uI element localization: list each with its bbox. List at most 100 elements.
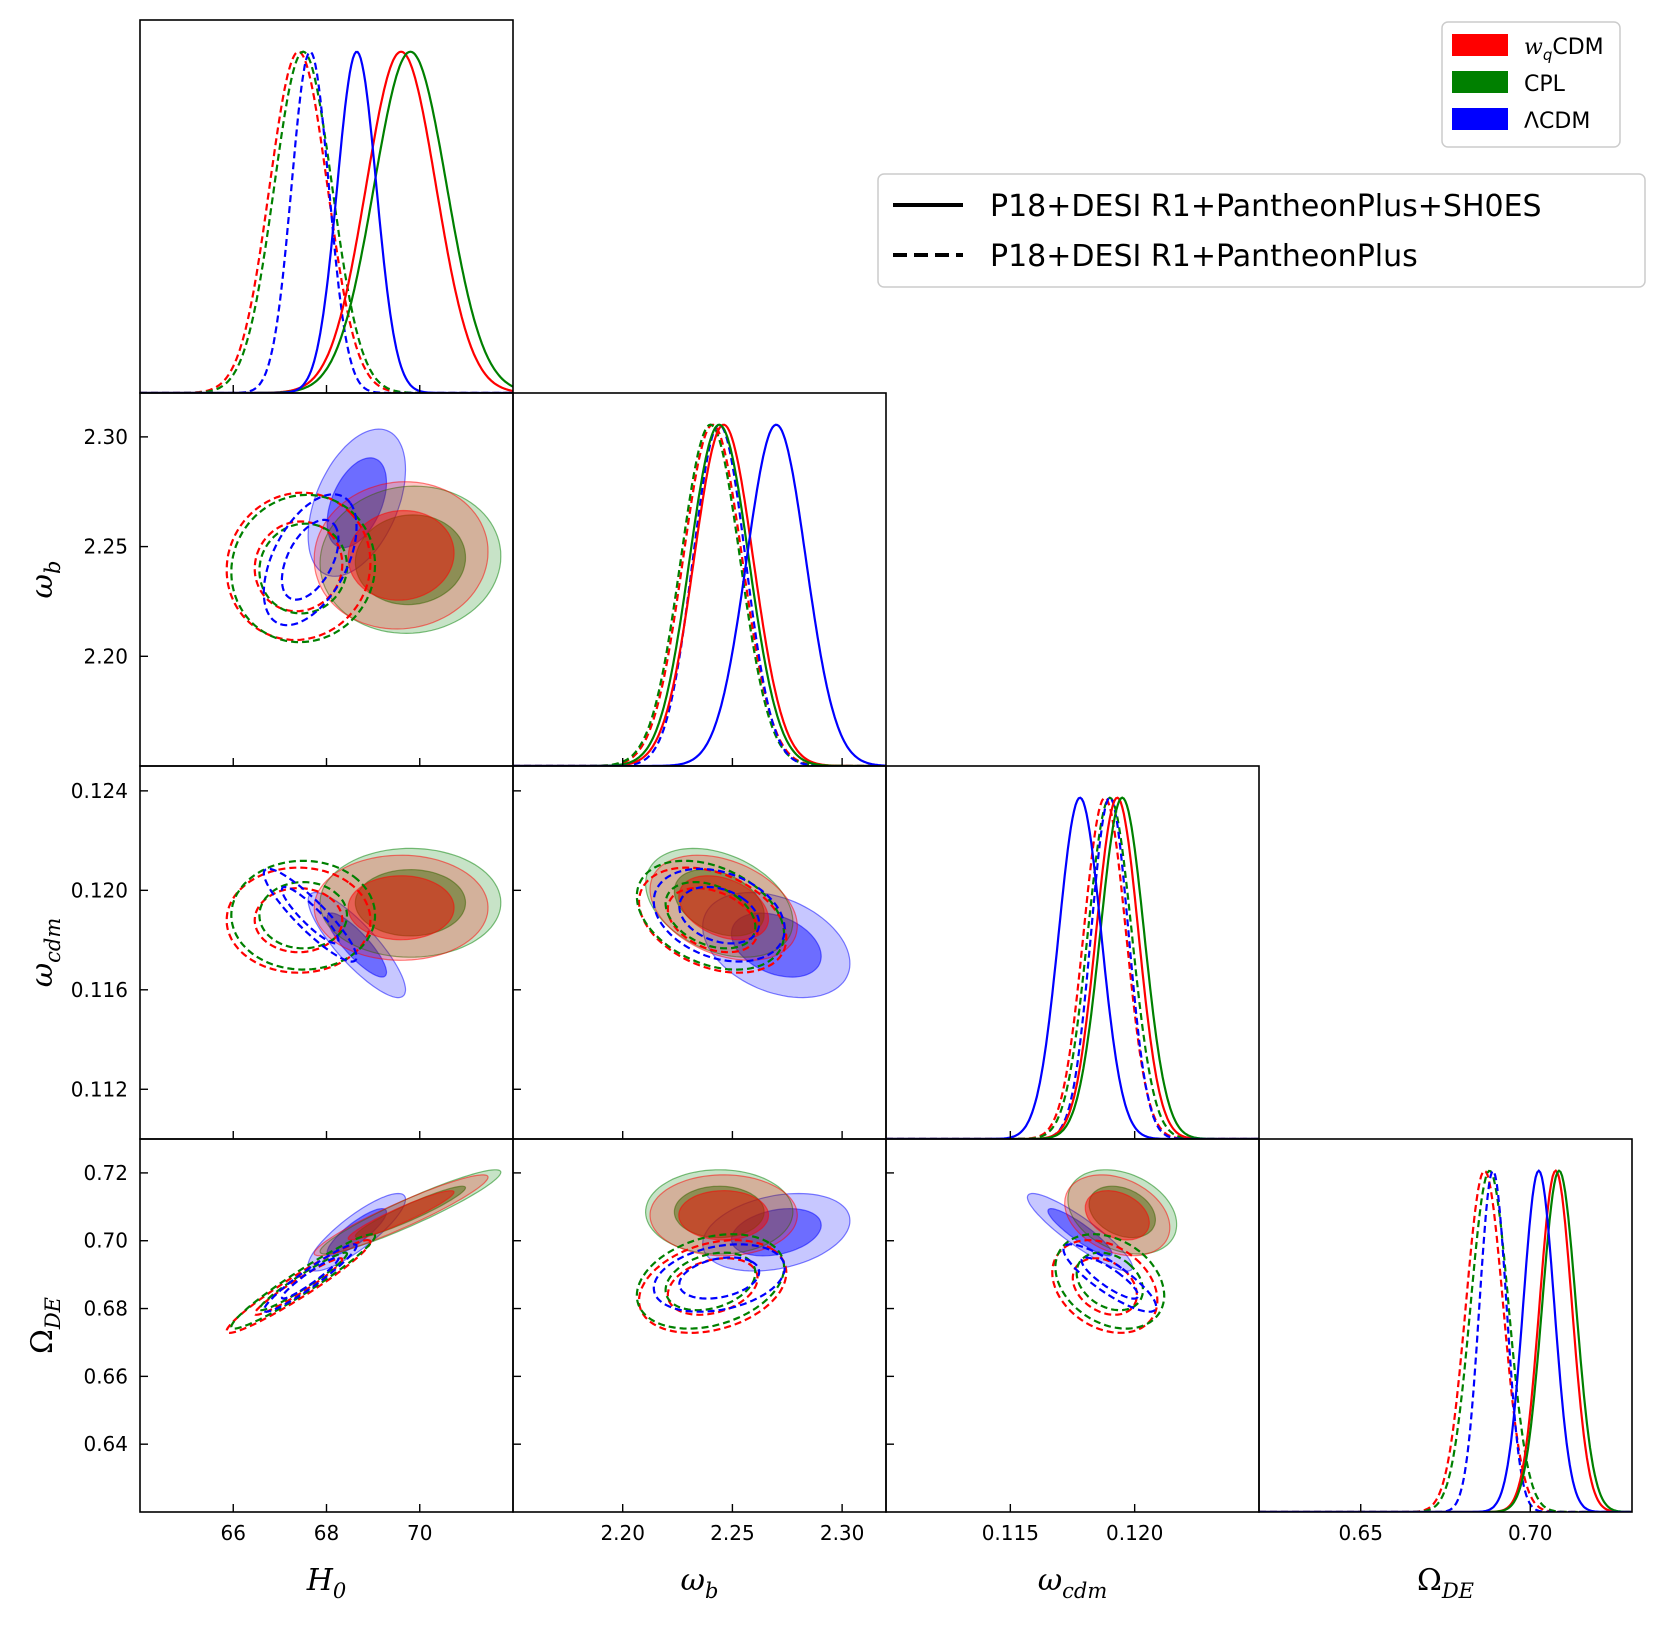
contour-omega_cdm-Omega_DE-CPL-solid-68 <box>1088 1185 1156 1239</box>
y-tick-label: 2.25 <box>83 535 128 559</box>
x-axis-title-Omega_DE: ΩDE <box>1417 1563 1474 1603</box>
panel-omega_cdm-Omega_DE <box>885 1138 1260 1513</box>
y-axis-title-omega_b: ωb <box>25 561 65 599</box>
panel-H0-Omega_DE <box>139 1138 514 1513</box>
contour-omega_b-Omega_DE-CPL-dashed-95 <box>635 1233 786 1330</box>
y-tick-label: 0.72 <box>83 1161 128 1185</box>
x-axis-title-omega_b: ωb <box>681 1563 719 1603</box>
contour-H0-omega_b-wqCDM-dashed-68 <box>253 520 344 613</box>
panel-omega_b-omega_cdm <box>512 765 887 1140</box>
contour-omega_cdm-Omega_DE-ΛCDM-dashed-68 <box>1080 1256 1140 1300</box>
contour-omega_b-Omega_DE-wqCDM-dashed-95 <box>637 1238 788 1335</box>
contour-omega_cdm-Omega_DE-CPL-dashed-95 <box>1054 1233 1166 1330</box>
marginal-Omega_DE-CPL-dashed <box>1259 1169 1632 1512</box>
y-tick-label: 0.70 <box>83 1229 128 1253</box>
panel-frame <box>512 392 887 767</box>
contour-H0-omega_cdm-CPL-dashed-95 <box>230 859 377 971</box>
contour-H0-Omega_DE-wqCDM-solid-68 <box>347 1190 455 1241</box>
x-axis-title-omega_cdm: ωcdm <box>1038 1563 1108 1603</box>
marginal-omega_cdm-ΛCDM-solid <box>886 796 1259 1139</box>
marginal-omega_b-CPL-dashed <box>513 423 886 766</box>
y-tick-label: 0.124 <box>71 779 128 803</box>
contour-omega_b-omega_cdm-ΛCDM-dashed-95 <box>652 867 786 963</box>
marginal-Omega_DE-ΛCDM-solid <box>1259 1169 1632 1512</box>
contour-omega_cdm-Omega_DE-CPL-dashed-68 <box>1075 1251 1144 1312</box>
marginal-H0-CPL-dashed <box>140 50 513 393</box>
marginal-omega_b-wqCDM-dashed <box>513 423 886 766</box>
marginal-Omega_DE-wqCDM-solid <box>1259 1169 1632 1512</box>
contour-H0-omega_b-ΛCDM-dashed-95 <box>262 493 358 627</box>
panels-layer <box>139 19 1633 1513</box>
y-tick-label: 0.116 <box>71 978 128 1002</box>
contour-H0-Omega_DE-CPL-dashed-68 <box>258 1251 349 1312</box>
contour-omega_b-omega_cdm-ΛCDM-dashed-68 <box>678 885 761 945</box>
y-tick-label: 0.64 <box>83 1432 128 1456</box>
x-tick-label: 2.20 <box>600 1521 645 1545</box>
legend-swatch-wqCDM <box>1452 34 1508 56</box>
contour-H0-Omega_DE-ΛCDM-dashed-95 <box>262 1243 358 1313</box>
x-tick-label: 70 <box>407 1521 432 1545</box>
contour-omega_b-Omega_DE-ΛCDM-dashed-95 <box>652 1243 786 1313</box>
contour-omega_cdm-Omega_DE-ΛCDM-dashed-95 <box>1062 1243 1158 1313</box>
contour-omega_b-Omega_DE-ΛCDM-dashed-68 <box>678 1256 761 1300</box>
y-tick-label: 0.120 <box>71 878 128 902</box>
panel-H0-H0 <box>139 19 514 394</box>
x-tick-label: 0.65 <box>1338 1521 1383 1545</box>
marginal-H0-ΛCDM-dashed <box>140 50 513 393</box>
contour-H0-omega_cdm-ΛCDM-dashed-68 <box>280 885 340 945</box>
y-axis-title-Omega_DE: ΩDE <box>25 1297 65 1354</box>
x-tick-label: 68 <box>314 1521 339 1545</box>
panel-H0-omega_b <box>139 392 514 767</box>
contour-omega_cdm-Omega_DE-wqCDM-dashed-68 <box>1071 1257 1138 1316</box>
contour-omega_b-Omega_DE-CPL-dashed-68 <box>664 1251 757 1312</box>
panel-frame <box>139 765 514 1140</box>
marginal-omega_b-ΛCDM-dashed <box>513 423 886 766</box>
model-legend: wqCDM CPL ΛCDM <box>1441 21 1621 148</box>
contour-omega_b-omega_cdm-CPL-dashed-68 <box>664 881 757 950</box>
marginal-Omega_DE-ΛCDM-dashed <box>1259 1169 1632 1512</box>
x-tick-label: 0.115 <box>982 1521 1039 1545</box>
marginal-omega_cdm-wqCDM-dashed <box>886 796 1259 1139</box>
marginal-omega_b-wqCDM-solid <box>513 423 886 766</box>
marginal-omega_b-ΛCDM-solid <box>513 423 886 766</box>
legend-label-wqCDM: wqCDM <box>1524 35 1604 64</box>
legend-swatch-CPL <box>1452 71 1508 93</box>
marginal-H0-wqCDM-solid <box>140 50 513 393</box>
contour-H0-Omega_DE-wqCDM-solid-95 <box>313 1174 489 1257</box>
contour-H0-omega_b-ΛCDM-dashed-68 <box>280 518 340 601</box>
marginal-Omega_DE-CPL-solid <box>1259 1169 1632 1512</box>
contour-H0-omega_cdm-ΛCDM-dashed-95 <box>262 867 358 963</box>
panel-omega_b-omega_b <box>512 392 887 767</box>
marginal-Omega_DE-wqCDM-dashed <box>1259 1169 1632 1512</box>
panel-Omega_DE-Omega_DE <box>1258 1138 1633 1513</box>
contour-omega_cdm-Omega_DE-ΛCDM-solid-68 <box>1047 1208 1113 1257</box>
legend-swatch-ΛCDM <box>1452 108 1508 130</box>
legend-label-CPL: CPL <box>1524 72 1566 97</box>
contour-H0-omega_cdm-wqCDM-dashed-95 <box>225 866 372 974</box>
panel-frame <box>1258 1138 1633 1513</box>
contour-H0-omega_cdm-ΛCDM-solid-68 <box>326 912 388 978</box>
contour-H0-omega_cdm-wqCDM-solid-68 <box>347 875 455 941</box>
x-tick-label: 66 <box>221 1521 246 1545</box>
marginal-omega_b-CPL-solid <box>513 423 886 766</box>
x-tick-label: 0.70 <box>1508 1521 1553 1545</box>
contour-H0-omega_cdm-wqCDM-solid-95 <box>313 854 489 961</box>
axis-labels-layer: 2.20 2.25 2.30 0.112 0.116 0.120 0.124 66 68 70 0.… <box>25 425 1553 1603</box>
contour-omega_b-Omega_DE-wqCDM-solid-68 <box>678 1189 770 1241</box>
panel-omega_cdm-omega_cdm <box>885 765 1260 1140</box>
contour-omega_b-Omega_DE-ΛCDM-solid-68 <box>730 1207 822 1257</box>
contour-omega_b-omega_cdm-CPL-dashed-95 <box>635 859 786 971</box>
contour-omega_b-omega_cdm-ΛCDM-solid-68 <box>730 912 822 978</box>
contour-H0-omega_b-CPL-dashed-68 <box>258 522 349 615</box>
contour-omega_b-omega_cdm-wqCDM-dashed-68 <box>666 887 759 954</box>
contour-omega_cdm-Omega_DE-wqCDM-solid-68 <box>1084 1189 1150 1241</box>
marginal-omega_cdm-ΛCDM-dashed <box>886 796 1259 1139</box>
x-axis-title-H0: H0 <box>306 1563 347 1603</box>
y-tick-label: 0.66 <box>83 1364 128 1388</box>
marginal-H0-CPL-solid <box>140 50 513 393</box>
contour-H0-omega_cdm-CPL-solid-68 <box>354 868 467 937</box>
contour-H0-Omega_DE-CPL-dashed-95 <box>230 1233 377 1330</box>
contour-H0-omega_cdm-CPL-dashed-68 <box>258 881 349 950</box>
x-tick-label: 2.30 <box>820 1521 865 1545</box>
